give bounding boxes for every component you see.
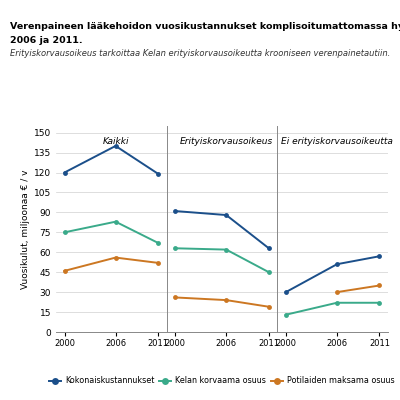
Text: Verenpaineen lääkehoidon vuosikustannukset komplisoitumattomassa hypertensiossa : Verenpaineen lääkehoidon vuosikustannuks… <box>10 22 400 31</box>
Y-axis label: Vuosikulut, miljoonaa € / v: Vuosikulut, miljoonaa € / v <box>21 169 30 289</box>
Text: KUVIO 1.: KUVIO 1. <box>5 5 57 15</box>
Text: Erityiskorvausoikeus tarkoittaa Kelan erityiskorvausoikeutta krooniseen verenpai: Erityiskorvausoikeus tarkoittaa Kelan er… <box>10 49 390 58</box>
Text: Kaikki: Kaikki <box>102 137 129 146</box>
Text: Erityiskorvausoikeus: Erityiskorvausoikeus <box>180 137 273 146</box>
Legend: Kokonaiskustannukset, Kelan korvaama osuus, Potilaiden maksama osuus: Kokonaiskustannukset, Kelan korvaama osu… <box>46 373 398 388</box>
Text: Ei erityiskorvausoikeutta: Ei erityiskorvausoikeutta <box>281 137 393 146</box>
Text: 2006 ja 2011.: 2006 ja 2011. <box>10 36 83 45</box>
